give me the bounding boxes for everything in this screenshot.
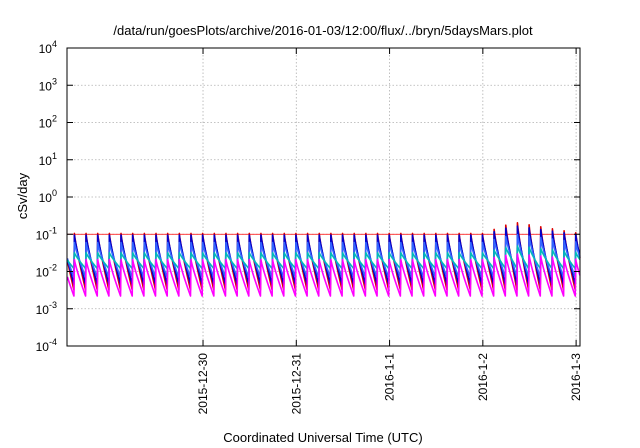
y-tick-label: 10-1	[36, 225, 57, 242]
y-tick-base: 10	[39, 191, 53, 205]
y-tick-exponent: 0	[52, 188, 57, 198]
y-tick-label: 10-3	[36, 300, 57, 317]
y-tick-exponent: 1	[52, 151, 57, 161]
x-axis: 2015-12-30 2015-12-31 2016-1-1 2016-1-2 2016…	[196, 48, 583, 414]
chart-title: /data/run/goesPlots/archive/2016-01-03/1…	[113, 23, 533, 38]
series-line	[66, 253, 581, 297]
x-tick-label: 2015-12-31	[289, 353, 303, 415]
y-tick-label: 103	[39, 76, 57, 93]
grid	[67, 48, 580, 346]
series-line	[66, 245, 581, 270]
y-tick-base: 10	[36, 266, 50, 280]
y-tick-label: 100	[39, 188, 57, 205]
y-tick-base: 10	[39, 79, 53, 93]
y-tick-base: 10	[39, 154, 53, 168]
y-tick-base: 10	[36, 303, 50, 317]
y-axis-title: cSv/day	[15, 172, 30, 219]
y-tick-base: 10	[39, 117, 53, 131]
y-tick-exponent: -4	[49, 337, 57, 347]
y-tick-label: 102	[39, 114, 57, 131]
x-tick-label: 2016-1-2	[476, 353, 490, 401]
y-tick-label: 10-2	[36, 263, 57, 280]
y-tick-base: 10	[36, 340, 50, 354]
series-layer	[66, 222, 581, 297]
x-tick-label: 2016-1-1	[383, 353, 397, 401]
y-tick-exponent: 4	[52, 39, 57, 49]
series-line	[66, 233, 581, 279]
x-tick-label: 2015-12-30	[196, 353, 210, 415]
y-tick-label: 104	[39, 39, 57, 56]
x-axis-title: Coordinated Universal Time (UTC)	[223, 430, 422, 445]
y-tick-base: 10	[39, 42, 53, 56]
x-tick-label: 2016-1-3	[569, 353, 583, 401]
y-tick-exponent: -2	[49, 263, 57, 273]
y-tick-exponent: 2	[52, 114, 57, 124]
y-tick-exponent: -1	[49, 225, 57, 235]
y-tick-label: 10-4	[36, 337, 57, 354]
y-tick-exponent: 3	[52, 76, 57, 86]
y-tick-base: 10	[36, 228, 50, 242]
y-tick-exponent: -3	[49, 300, 57, 310]
y-tick-label: 101	[39, 151, 57, 168]
